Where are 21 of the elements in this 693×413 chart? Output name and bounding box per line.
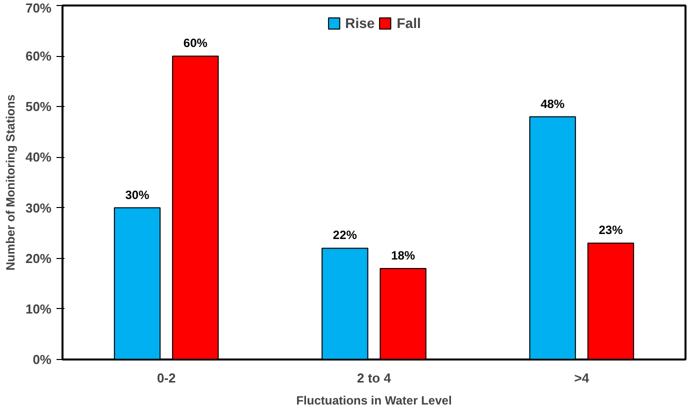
x-tick-label: 2 to 4	[357, 370, 392, 386]
x-axis-title: Fluctuations in Water Level	[296, 394, 452, 408]
data-label: 23%	[598, 223, 624, 238]
y-tick-label: 30%	[25, 200, 52, 216]
legend-label: Fall	[396, 15, 421, 31]
y-tick-label: 60%	[25, 48, 52, 64]
data-label: 22%	[332, 228, 358, 242]
x-tick-label: >4	[574, 370, 590, 386]
data-label: 48%	[540, 96, 565, 111]
y-tick-label: 0%	[32, 352, 52, 367]
data-label: 60%	[183, 36, 208, 50]
legend-label: Rise	[345, 15, 375, 31]
y-tick-label: 10%	[25, 301, 52, 316]
y-tick-label: 50%	[25, 99, 52, 114]
data-label: 18%	[391, 248, 416, 262]
y-axis-title: Number of Monitoring Stations	[3, 94, 18, 270]
x-tick-label: 0-2	[156, 370, 176, 386]
data-label: 30%	[125, 188, 150, 202]
y-tick-label: 70%	[25, 0, 52, 16]
y-tick-label: 40%	[25, 150, 52, 165]
y-tick-label: 20%	[25, 250, 52, 266]
